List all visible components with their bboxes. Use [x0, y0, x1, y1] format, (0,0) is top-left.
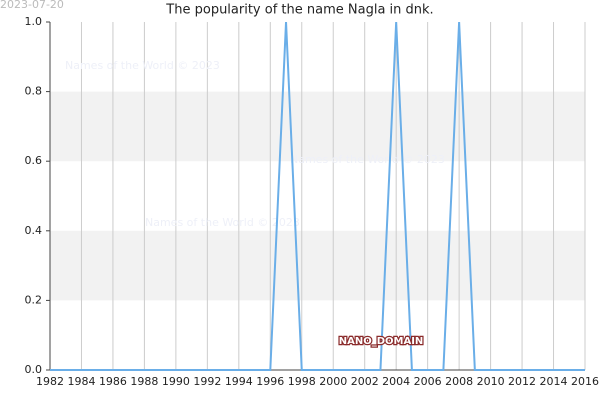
- x-tick-label: 1994: [225, 375, 253, 388]
- x-tick-label: 2010: [477, 375, 505, 388]
- x-tick-label: 2012: [508, 375, 536, 388]
- x-tick-label: 1998: [288, 375, 316, 388]
- y-tick-label: 1.0: [25, 15, 43, 28]
- x-tick-label: 2000: [319, 375, 347, 388]
- x-tick-label: 1982: [36, 375, 64, 388]
- x-tick-label: 1996: [256, 375, 284, 388]
- watermark: Names of the World © 2023: [65, 59, 220, 72]
- x-tick-label: 1986: [99, 375, 127, 388]
- x-tick-label: 2006: [414, 375, 442, 388]
- chart-title: The popularity of the name Nagla in dnk.: [165, 3, 433, 18]
- watermark: Names of the World © 2023: [145, 216, 300, 229]
- x-tick-label: 2016: [571, 375, 599, 388]
- x-tick-label: 2004: [382, 375, 410, 388]
- x-tick-label: 1984: [67, 375, 95, 388]
- x-tick-label: 1992: [193, 375, 221, 388]
- grid-band: [50, 91, 585, 162]
- x-tick-label: 1988: [130, 375, 158, 388]
- y-tick-label: 0.8: [25, 85, 43, 98]
- x-tick-label: 1990: [162, 375, 190, 388]
- line-series: [50, 21, 585, 371]
- x-tick-label: 2002: [351, 375, 379, 388]
- y-tick-label: 0.4: [25, 224, 43, 237]
- watermark: Names of the World © 2023: [290, 153, 445, 166]
- y-tick-label: 0.2: [25, 293, 43, 306]
- x-tick-label: 2014: [540, 375, 568, 388]
- grid-band: [50, 230, 585, 301]
- x-tick-label: 2008: [445, 375, 473, 388]
- badge: NANO_DOMAIN: [339, 336, 424, 347]
- y-tick-label: 0.6: [25, 154, 43, 167]
- date-stamp: 2023-07-20: [0, 0, 64, 11]
- y-tick-label: 0.0: [25, 363, 43, 376]
- plot-area: [50, 22, 585, 370]
